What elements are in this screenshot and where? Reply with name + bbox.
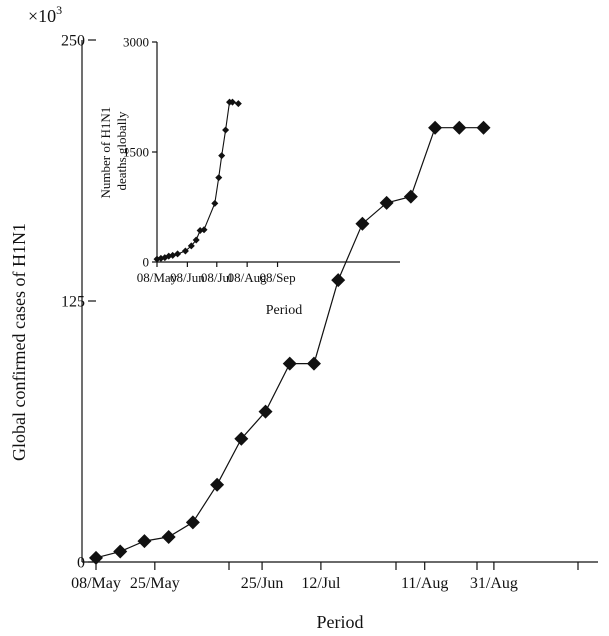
inset-x-axis-label: Period: [266, 303, 303, 318]
inset-y-axis-label: Number of H1N1 deaths globally: [98, 104, 129, 199]
inset-data-point: [200, 226, 208, 234]
inset-data-point: [215, 174, 223, 182]
inset-x-tick-label: 08/Sep: [259, 270, 295, 285]
inset-data-point: [192, 236, 200, 244]
inset-data-point: [181, 247, 189, 255]
main-data-point: [234, 431, 249, 446]
main-data-point: [89, 550, 103, 565]
inset-data-point: [218, 152, 226, 160]
inset-x-tick-label: 08/May: [137, 270, 178, 285]
main-x-tick-label: 31/Aug: [470, 575, 518, 592]
main-data-point: [452, 120, 467, 135]
main-x-tick-label: 25/Jun: [241, 575, 284, 592]
main-y-tick-label: 125: [61, 293, 85, 310]
main-data-point: [428, 120, 443, 135]
inset-x-tick-label: 08/Aug: [228, 270, 268, 285]
main-y-tick-label: 0: [77, 554, 85, 571]
inset-y-tick-label: 0: [143, 254, 150, 269]
main-chart: 0 125 250 08/May 25/May 25/Jun 12/Jul 11/Aug 31…: [9, 3, 598, 632]
main-data-point: [137, 534, 152, 549]
main-x-tick-label: 08/May: [71, 575, 121, 592]
main-data-point: [210, 477, 225, 492]
main-data-point: [185, 515, 200, 530]
inset-data-point: [222, 126, 230, 134]
main-data-point: [161, 529, 176, 544]
main-x-axis-label: Period: [317, 612, 364, 632]
inset-series-line: [156, 101, 239, 260]
inset-data-point: [211, 199, 219, 207]
inset-data-point: [174, 250, 182, 258]
inset-y-tick-label: 3000: [123, 34, 149, 49]
main-series-line: [95, 127, 484, 559]
inset-data-point: [187, 242, 195, 250]
main-y-tick-label: 250: [61, 32, 85, 49]
main-x-tick-label: 12/Jul: [301, 575, 341, 592]
main-data-point: [331, 273, 346, 288]
main-data-point: [355, 216, 370, 231]
main-y-scale-label: ×103: [28, 3, 62, 26]
inset-chart: 0 1500 3000 08/May08/Jun08/Jul08/Aug08/Sep…: [98, 34, 400, 318]
inset-x-tick-label: 08/Jun: [170, 270, 205, 285]
inset-y-tick-label: 1500: [123, 144, 149, 159]
main-data-point: [476, 120, 491, 135]
main-x-tick-label: 25/May: [130, 575, 180, 592]
main-data-point: [282, 356, 297, 371]
main-data-point: [306, 356, 321, 371]
main-data-point: [113, 544, 128, 559]
inset-data-point: [234, 100, 242, 108]
main-y-axis-label: Global confirmed cases of H1N1: [9, 223, 29, 461]
main-data-point: [403, 189, 418, 204]
main-data-point: [379, 195, 394, 210]
inset-x-tick-label: 08/Jul: [201, 270, 233, 285]
main-x-tick-label: 11/Aug: [401, 575, 448, 592]
main-data-point: [258, 404, 273, 419]
inset-data-point: [228, 98, 236, 106]
